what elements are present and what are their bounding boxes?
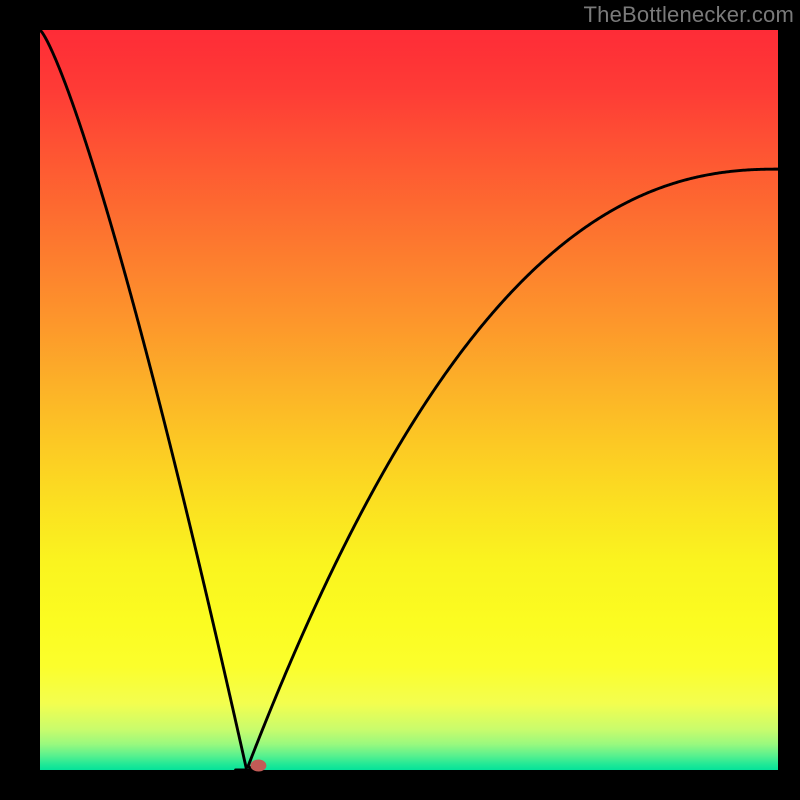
optimum-marker (250, 760, 266, 772)
chart-frame: TheBottlenecker.com (0, 0, 800, 800)
watermark-text: TheBottlenecker.com (584, 2, 794, 28)
bottleneck-curve (40, 30, 778, 770)
plot-area (40, 30, 778, 770)
